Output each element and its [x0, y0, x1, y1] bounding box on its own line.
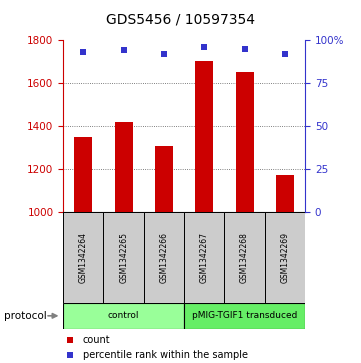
Bar	[74, 137, 92, 212]
Text: protocol: protocol	[4, 311, 46, 321]
Text: GSM1342265: GSM1342265	[119, 232, 128, 283]
Bar	[225, 212, 265, 303]
Bar	[155, 146, 173, 212]
Text: GSM1342269: GSM1342269	[280, 232, 290, 283]
Bar	[276, 175, 294, 212]
Text: GSM1342266: GSM1342266	[160, 232, 169, 283]
Bar	[265, 212, 305, 303]
Text: GDS5456 / 10597354: GDS5456 / 10597354	[106, 13, 255, 27]
Bar	[184, 212, 225, 303]
Text: GSM1342268: GSM1342268	[240, 232, 249, 283]
Bar	[63, 303, 184, 329]
Bar	[144, 212, 184, 303]
Bar	[235, 72, 254, 212]
Text: count: count	[83, 335, 110, 344]
Text: GSM1342264: GSM1342264	[79, 232, 88, 283]
Bar	[63, 212, 104, 303]
Bar	[104, 212, 144, 303]
Bar	[184, 303, 305, 329]
Bar	[114, 122, 133, 212]
Bar	[195, 61, 213, 212]
Text: percentile rank within the sample: percentile rank within the sample	[83, 350, 248, 360]
Text: control: control	[108, 311, 139, 320]
Text: pMIG-TGIF1 transduced: pMIG-TGIF1 transduced	[192, 311, 297, 320]
Text: GSM1342267: GSM1342267	[200, 232, 209, 283]
